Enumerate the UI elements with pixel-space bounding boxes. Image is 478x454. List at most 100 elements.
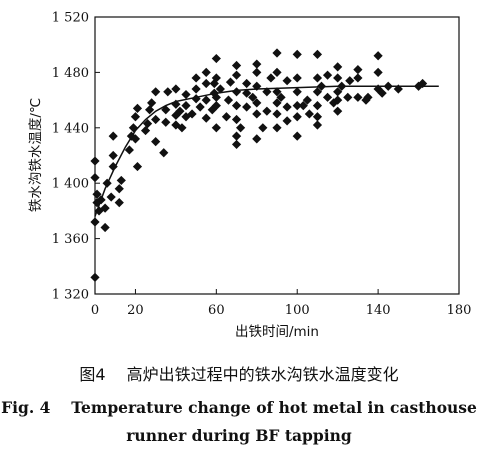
data-point — [147, 98, 157, 108]
data-point — [145, 105, 155, 115]
data-point — [312, 120, 323, 130]
data-point — [322, 92, 333, 102]
data-point — [163, 87, 173, 97]
data-point — [191, 73, 201, 83]
data-point — [272, 87, 282, 97]
data-point — [282, 116, 292, 126]
data-point — [272, 67, 282, 77]
x-axis-label: 出铁时间/min — [235, 324, 319, 340]
data-point — [333, 73, 343, 83]
x-tick-label: 0 — [91, 303, 99, 318]
data-point — [130, 112, 141, 122]
data-point — [132, 103, 143, 114]
data-point — [223, 95, 234, 105]
data-point — [201, 67, 211, 77]
data-point — [221, 112, 232, 122]
data-point — [187, 109, 197, 119]
data-point — [108, 150, 118, 161]
data-point — [252, 134, 262, 144]
data-point — [418, 78, 428, 89]
y-tick-label: 1 360 — [52, 232, 89, 247]
data-point — [108, 131, 118, 141]
data-point — [231, 87, 242, 97]
data-point — [252, 67, 262, 77]
data-point — [242, 102, 252, 112]
data-point — [333, 106, 343, 116]
data-point — [272, 123, 282, 133]
y-axis-label: 铁水沟铁水温度/℃ — [28, 98, 44, 212]
data-point — [151, 114, 161, 125]
data-point — [181, 112, 191, 122]
trend-line — [94, 85, 439, 217]
data-point — [130, 134, 141, 144]
data-point — [377, 88, 387, 98]
data-point — [292, 101, 302, 111]
data-point — [106, 192, 116, 202]
data-point — [292, 73, 302, 83]
data-point — [161, 117, 171, 127]
data-point — [211, 123, 221, 133]
data-point — [201, 78, 211, 89]
data-point — [242, 78, 252, 89]
data-point — [282, 76, 292, 86]
data-point — [363, 92, 373, 102]
data-point — [252, 98, 262, 108]
data-point — [272, 98, 282, 108]
data-point — [231, 70, 242, 80]
data-point — [262, 87, 272, 97]
data-point — [201, 113, 211, 123]
data-point — [242, 88, 252, 98]
data-point — [333, 62, 343, 72]
data-point — [373, 51, 383, 61]
data-point — [343, 92, 353, 102]
x-tick-label: 100 — [285, 303, 310, 318]
data-point — [333, 95, 343, 105]
data-point — [140, 125, 151, 136]
data-point — [312, 112, 323, 122]
data-point — [114, 197, 124, 208]
data-point — [302, 95, 312, 105]
data-point — [151, 87, 161, 97]
y-tick-label: 1 520 — [52, 11, 89, 26]
data-point — [128, 123, 139, 133]
data-point — [353, 92, 363, 102]
data-point — [132, 161, 143, 172]
data-point — [333, 87, 343, 97]
data-point — [231, 139, 242, 150]
data-point — [124, 145, 134, 155]
data-point — [292, 49, 302, 59]
data-point — [272, 109, 282, 119]
data-point — [211, 101, 221, 111]
data-point — [215, 84, 225, 94]
data-point — [304, 109, 314, 119]
data-point — [116, 175, 126, 186]
data-point — [312, 87, 323, 97]
data-point — [373, 67, 383, 77]
x-tick-label: 140 — [366, 303, 391, 318]
data-point — [211, 92, 221, 102]
x-tick-label: 60 — [208, 303, 225, 318]
chart: 0 20 60 100 140 180 1 320 1 360 1 400 1 440 1 480 1… — [28, 11, 472, 341]
data-point — [100, 222, 110, 233]
figure-caption-cn: 图4 高炉出铁过程中的铁水沟铁水温度变化 — [79, 365, 399, 384]
data-point — [231, 101, 242, 111]
data-point — [225, 77, 236, 87]
data-point — [312, 73, 323, 83]
data-point — [231, 60, 242, 71]
data-point — [201, 95, 211, 105]
data-point — [171, 84, 181, 94]
data-point — [159, 148, 169, 158]
data-point — [258, 123, 268, 133]
data-point — [177, 123, 187, 133]
data-point — [236, 123, 246, 133]
data-point — [272, 48, 282, 58]
data-point — [195, 102, 205, 112]
data-point — [276, 92, 286, 102]
data-point — [252, 109, 262, 119]
data-point — [312, 49, 323, 59]
data-point — [231, 114, 242, 125]
data-point — [262, 106, 272, 116]
x-tick-label: 180 — [447, 303, 472, 318]
data-point — [292, 112, 302, 122]
figure-caption-en-line2: runner during BF tapping — [126, 426, 352, 445]
